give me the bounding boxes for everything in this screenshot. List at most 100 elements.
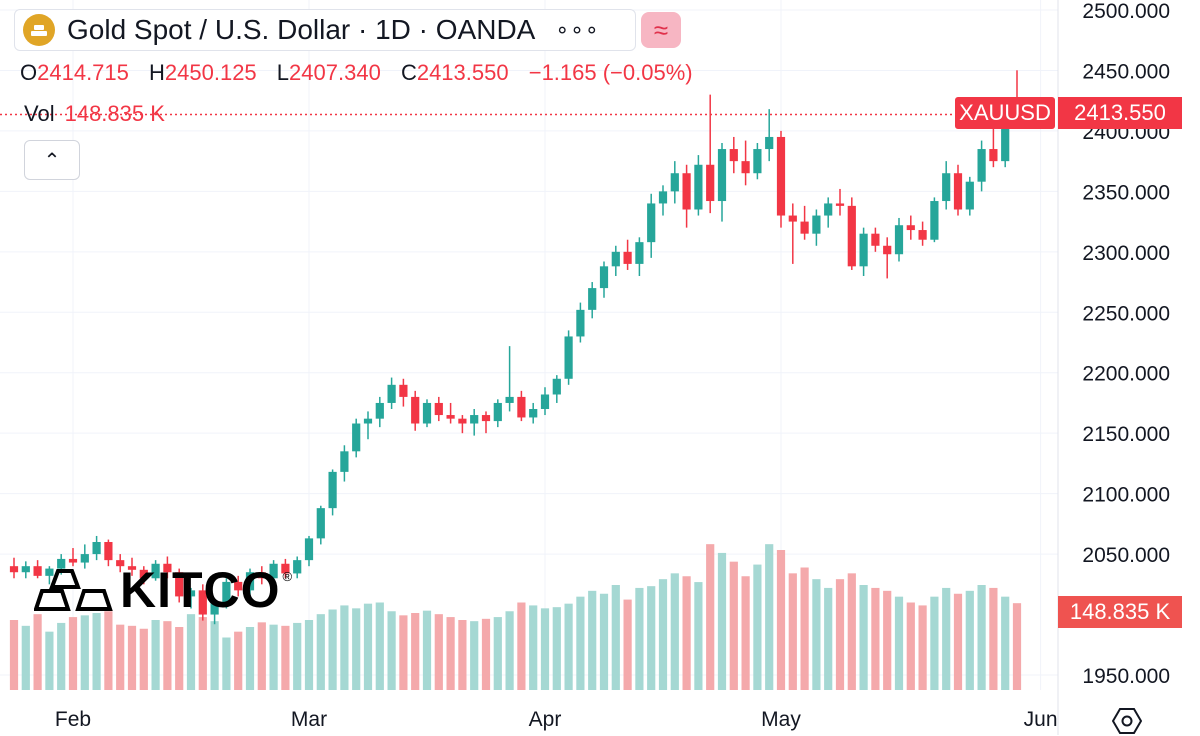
candle-body [222, 581, 231, 603]
candle-body [33, 566, 42, 576]
ticker-tag: XAUUSD [955, 97, 1055, 129]
volume-bar [741, 576, 750, 690]
candle-body [552, 378, 561, 395]
candle-body [942, 173, 951, 202]
candle-body [151, 563, 160, 579]
candle-body [269, 563, 278, 579]
volume-bar [352, 608, 361, 690]
candle-body [127, 566, 137, 570]
candle-body [812, 215, 821, 234]
volume-bar [234, 631, 243, 690]
candle-body [245, 572, 255, 591]
volume-bar [293, 622, 302, 690]
volume-bar [1012, 603, 1022, 690]
low-value: 2407.340 [289, 60, 381, 85]
candle-body [116, 560, 125, 567]
change-value: −1.165 (−0.05%) [528, 60, 693, 85]
candle-body [741, 161, 750, 174]
candle-body [80, 554, 89, 563]
volume-bar [611, 585, 620, 690]
settings-hexagon-icon[interactable] [1112, 706, 1142, 736]
high-label: H [149, 60, 165, 85]
symbol-title: Gold Spot / U.S. Dollar · 1D · OANDA [67, 14, 536, 45]
ohlc-legend: O2414.715 H2450.125 L2407.340 C2413.550 … [20, 60, 707, 86]
candle-body [564, 336, 573, 379]
volume-bar [104, 611, 113, 690]
candle-body [835, 203, 845, 206]
volume-bar [788, 573, 797, 690]
volume-bar [33, 614, 42, 690]
volume-bar [434, 614, 443, 690]
volume-bar [599, 593, 609, 690]
time-axis[interactable]: Feb Mar Apr May Jun [55, 708, 1058, 731]
compare-button[interactable]: ≈ [641, 12, 681, 48]
price-tick-label: 1950.000 [1082, 665, 1170, 688]
volume-bar [328, 609, 337, 690]
volume-bar [835, 579, 845, 690]
volume-bar [269, 624, 278, 690]
candle-body [470, 415, 479, 424]
open-value: 2414.715 [37, 60, 129, 85]
candle-body [729, 149, 738, 162]
candle-body [611, 251, 620, 267]
last-volume-tag: 148.835 K [1058, 596, 1182, 628]
candle-body [481, 415, 491, 422]
volume-bar [222, 637, 231, 690]
price-tick-label: 2150.000 [1082, 423, 1170, 446]
volume-bar [847, 573, 856, 690]
candle-body [68, 558, 78, 563]
volume-bar [552, 607, 561, 690]
candle-body [989, 149, 998, 162]
volume-bar [281, 625, 290, 690]
kitco-bars-icon [34, 569, 113, 611]
candle-body [670, 173, 679, 192]
candle-body [434, 402, 443, 416]
candle-body [21, 566, 30, 573]
volume-bar [989, 587, 998, 690]
candle-body [965, 181, 974, 210]
candle-body [776, 136, 786, 216]
candle-body [210, 602, 219, 615]
price-tick-label: 2050.000 [1082, 544, 1170, 567]
candle-body [57, 558, 66, 569]
volume-bar [635, 587, 644, 690]
close-label: C [400, 60, 417, 85]
symbol-header[interactable]: Gold Spot / U.S. Dollar · 1D · OANDA ∘∘∘ [14, 9, 636, 51]
volume-bar [80, 615, 89, 690]
collapse-legend-button[interactable]: ⌃ [24, 140, 80, 180]
candle-body [623, 251, 632, 264]
volume-bar [753, 564, 762, 690]
candle-body [788, 215, 797, 222]
candle-body [753, 149, 762, 174]
candle-body [906, 225, 915, 231]
candle-body [635, 242, 644, 264]
more-options-icon[interactable]: ∘∘∘ [555, 17, 600, 42]
volume-bar [729, 561, 738, 690]
candle-body [458, 418, 467, 424]
candle-body [198, 590, 207, 615]
candle-body [316, 508, 325, 539]
logo-text: KITCO [120, 562, 281, 618]
price-tick-label: 2350.000 [1082, 181, 1170, 204]
volume-bars [9, 544, 1022, 690]
candle-body [257, 572, 266, 579]
volume-bar [186, 614, 196, 690]
volume-label: Vol [24, 101, 55, 126]
volume-bar [387, 611, 396, 690]
candle-body [387, 384, 396, 403]
volume-bar [717, 552, 727, 690]
candle-body [175, 572, 184, 597]
candle-body [1001, 116, 1010, 162]
candle-body [234, 581, 243, 591]
volume-bar [588, 590, 597, 690]
volume-bar [859, 585, 868, 690]
volume-bar [765, 544, 774, 690]
volume-bar [953, 593, 963, 690]
price-axis[interactable]: 1950.000 2050.000 2100.000 2150.000 2200.000… [1082, 0, 1170, 688]
volume-bar [210, 621, 219, 690]
volume-bar [257, 622, 266, 690]
volume-bar [824, 587, 833, 690]
volume-bar [163, 621, 172, 690]
volume-bar [965, 590, 974, 690]
